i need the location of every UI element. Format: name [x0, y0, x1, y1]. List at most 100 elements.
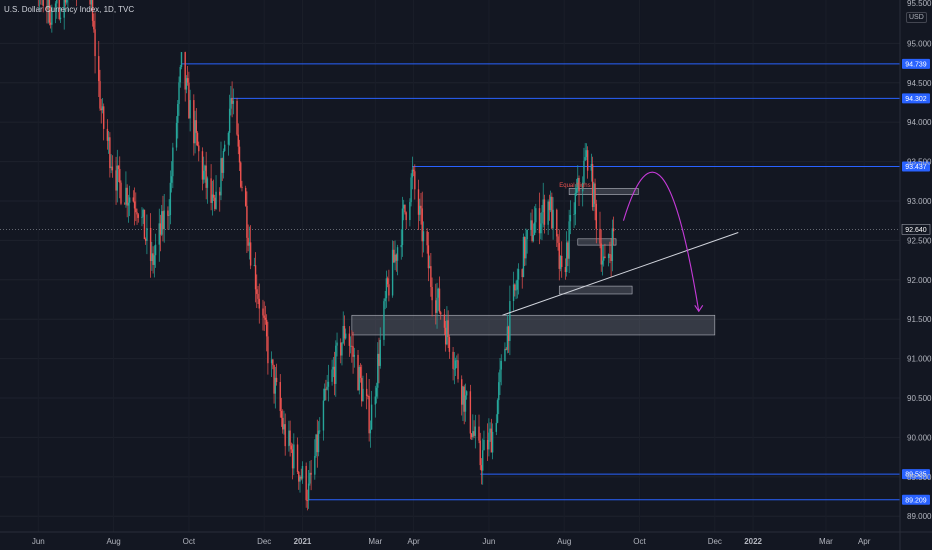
candle-body: [374, 396, 377, 405]
candle-body: [236, 100, 238, 135]
candle-body: [48, 0, 51, 23]
candle-body: [348, 333, 351, 346]
candle-body: [422, 231, 425, 242]
candle-body: [369, 429, 372, 434]
candle-body: [431, 287, 433, 301]
candle-body: [583, 160, 585, 183]
candle-body: [230, 98, 232, 109]
candle-body: [359, 367, 362, 378]
candle-body: [237, 134, 239, 147]
candle-body: [506, 326, 509, 350]
candle-body: [331, 369, 333, 382]
candle-body: [93, 20, 95, 30]
candle-body: [357, 354, 359, 391]
y-tick-label: 90.000: [907, 433, 932, 442]
candle-body: [591, 164, 594, 207]
supply-demand-zones: [351, 188, 716, 336]
candle-body: [188, 82, 190, 119]
chart-drawings: Equal highs: [502, 171, 739, 316]
candle-body: [470, 433, 473, 438]
candle-body: [120, 182, 122, 204]
candle-body: [254, 265, 257, 290]
candle-body: [220, 158, 222, 196]
candle-body: [375, 387, 378, 397]
y-tick-label: 93.000: [907, 197, 932, 206]
candle-body: [168, 215, 170, 216]
candle-body: [101, 106, 104, 111]
candle-body: [175, 122, 178, 148]
price-axis[interactable]: 95.000 94.500 94.000 93.500 93.000 92.500 92.0…: [899, 0, 932, 550]
zone-box: [568, 188, 639, 195]
candle-body: [63, 0, 65, 18]
candle-body: [56, 0, 58, 4]
candle-body: [244, 187, 247, 206]
candle-body: [567, 242, 569, 259]
candle-body: [535, 208, 537, 223]
candle-body: [543, 199, 546, 225]
candle-body: [136, 212, 138, 215]
candle-body: [283, 424, 285, 430]
candle-body: [448, 336, 451, 352]
candle-body: [215, 191, 217, 209]
currency-label[interactable]: USD: [906, 12, 927, 23]
candle-body: [411, 169, 414, 178]
y-tick-label: 95.000: [907, 39, 932, 48]
candle-body: [504, 348, 506, 361]
candle-body: [454, 360, 457, 369]
candle-body: [279, 382, 281, 411]
candle-body: [385, 278, 388, 299]
candle-body: [307, 483, 310, 501]
candle-body: [201, 151, 204, 180]
candle-body: [290, 445, 293, 450]
y-tick-label: 94.500: [907, 79, 932, 88]
candle-body: [409, 202, 411, 221]
candle-body: [51, 7, 53, 25]
level-badge: [902, 494, 930, 505]
candle-body: [314, 455, 316, 475]
candle-body: [463, 386, 465, 412]
candle-body: [393, 249, 395, 263]
candle-body: [162, 211, 164, 230]
candle-body: [479, 440, 481, 466]
candle-body: [419, 205, 421, 215]
candle-body: [379, 339, 381, 366]
candle-body: [203, 170, 205, 180]
time-axis[interactable]: Jun Aug Oct Dec 2021 Mar Apr Jun Aug Oct Dec 2022 Ma…: [0, 531, 932, 546]
candle-body: [568, 221, 570, 259]
candle-body: [206, 178, 209, 188]
candle-body: [341, 342, 343, 356]
candle-body: [146, 227, 148, 241]
candle-body: [316, 434, 318, 453]
candle-body: [137, 214, 139, 218]
candle-body: [293, 444, 295, 469]
candle-body: [488, 432, 490, 450]
candle-body: [514, 284, 516, 291]
y-tick-label: 92.500: [907, 236, 932, 245]
candle-body: [204, 165, 206, 171]
candle-body: [154, 244, 157, 256]
candle-body: [310, 472, 312, 475]
candle-body: [420, 205, 422, 209]
x-tick-label: 2021: [294, 537, 312, 546]
candle-body: [496, 400, 499, 423]
candle-body: [436, 297, 438, 313]
candle-body: [600, 243, 602, 265]
candle-body: [443, 314, 446, 328]
candle-body: [315, 434, 317, 456]
level-badge: [902, 161, 930, 172]
candle-body: [142, 209, 144, 217]
candle-body: [462, 386, 464, 405]
candle-body: [611, 228, 614, 262]
candle-body: [603, 256, 605, 261]
candle-body: [609, 254, 611, 256]
candle-body: [135, 208, 137, 213]
candle-body: [530, 220, 532, 230]
candle-body: [604, 256, 606, 259]
candle-body: [64, 0, 67, 3]
candle-body: [231, 98, 233, 104]
candle-body: [516, 279, 518, 290]
candle-body: [495, 422, 497, 432]
candle-body: [490, 428, 493, 453]
candle-body: [42, 0, 44, 7]
